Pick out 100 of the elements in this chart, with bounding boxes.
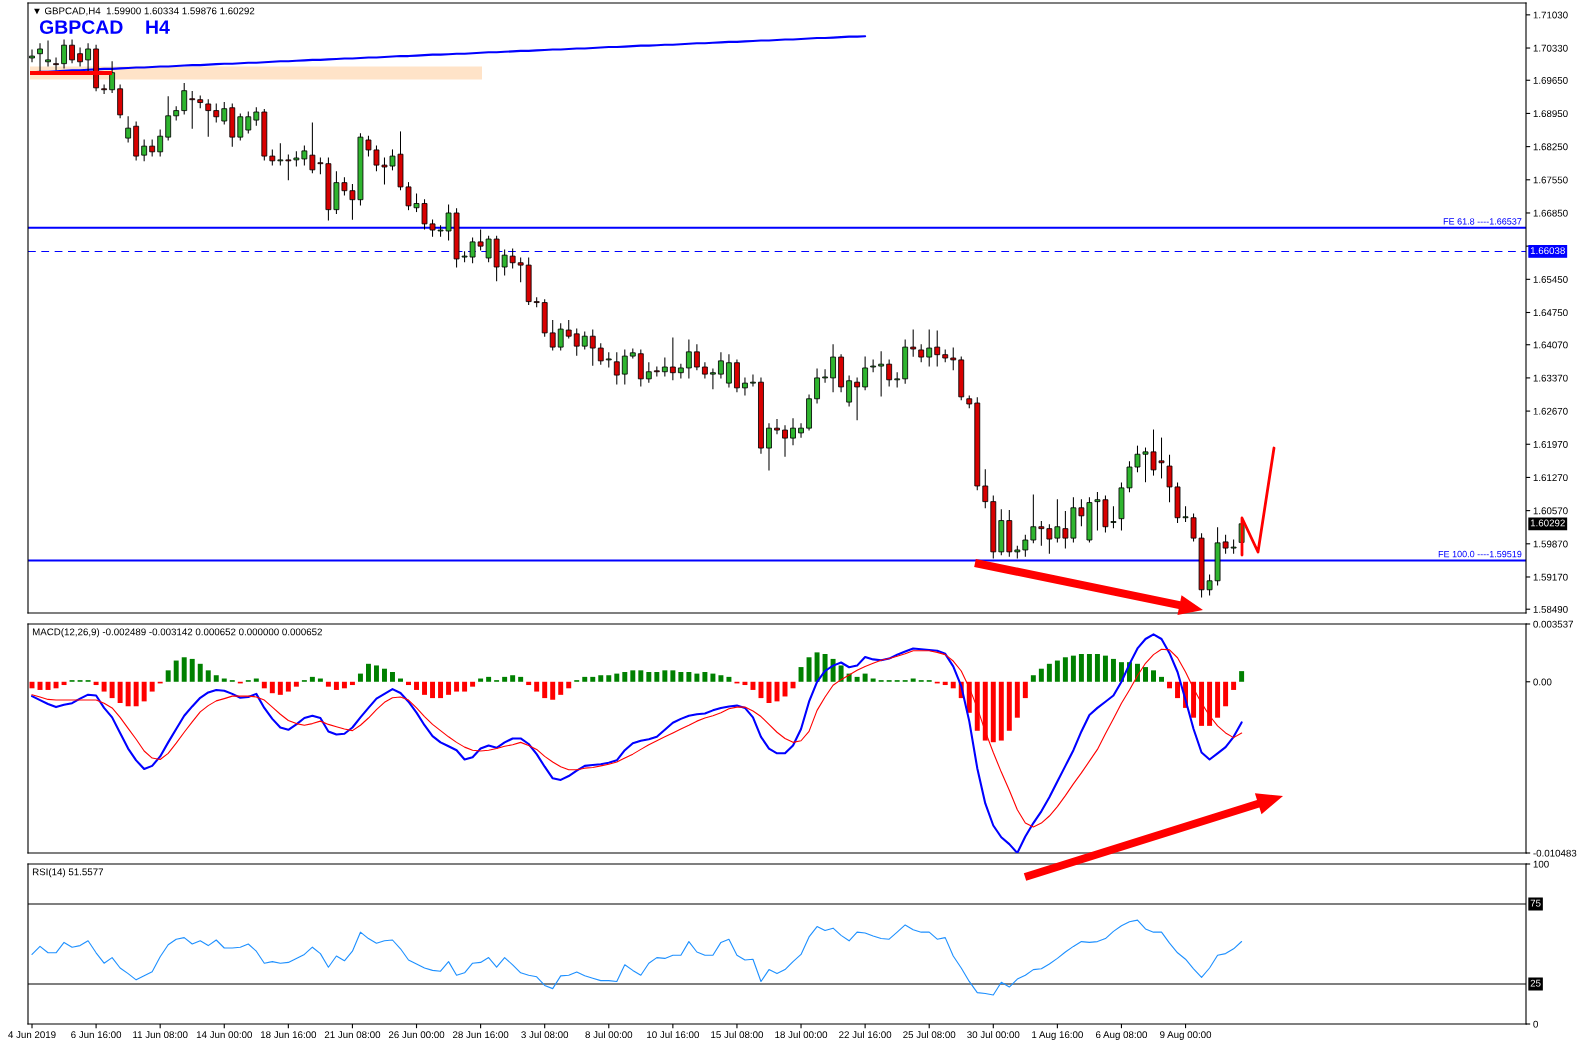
y-tick-label: 1.58490 [1533, 605, 1568, 613]
x-tick-label: 15 Jul 08:00 [711, 1030, 764, 1039]
ref-line-label: 1.66038 [1530, 247, 1565, 255]
bar [702, 671, 708, 682]
bar [1159, 676, 1164, 682]
bar [1094, 654, 1100, 682]
candlestick [878, 351, 885, 397]
x-tick-label: 18 Jul 00:00 [775, 1030, 828, 1039]
bar [221, 678, 227, 682]
bar [1006, 681, 1012, 731]
bar [990, 681, 996, 743]
candlestick [790, 418, 796, 446]
y-tick-label: 0 [1533, 1020, 1538, 1028]
candlestick [726, 354, 732, 388]
bar [1231, 681, 1237, 690]
candlestick [77, 47, 83, 67]
candlestick [661, 357, 668, 377]
bar [582, 676, 588, 682]
bar [670, 670, 676, 682]
candlestick [277, 143, 284, 166]
bar [910, 678, 916, 682]
bar [141, 681, 147, 702]
y-tick-label: 1.66850 [1533, 209, 1568, 217]
bar [1207, 681, 1213, 726]
bar [333, 681, 339, 690]
ref-line-label: FE 100.0 ----1.59519 [1438, 550, 1522, 558]
candlestick [653, 366, 660, 377]
y-tick-label: 1.68950 [1533, 110, 1568, 118]
candlestick [245, 111, 252, 134]
x-tick-label: 21 Jun 08:00 [324, 1031, 381, 1039]
bar [662, 670, 668, 682]
bar [341, 681, 347, 689]
bar [149, 681, 155, 692]
bar [998, 681, 1004, 741]
bar [349, 681, 355, 686]
bar [1054, 660, 1060, 682]
bar [125, 681, 131, 707]
bar [1199, 681, 1205, 726]
bar [213, 675, 219, 682]
bar [638, 670, 644, 682]
bar [646, 671, 652, 682]
bar [414, 681, 419, 690]
y-tick-label: 1.62670 [1533, 407, 1568, 415]
bar [510, 675, 516, 682]
bar [253, 678, 259, 682]
bar [942, 681, 948, 686]
candlestick [509, 248, 516, 269]
bar [45, 681, 51, 690]
candlestick [589, 329, 596, 366]
candlestick [870, 359, 877, 373]
candlestick [205, 99, 212, 137]
candlestick [910, 329, 917, 357]
bar [750, 681, 756, 690]
candlestick [109, 61, 116, 94]
bar [686, 671, 692, 682]
bar [1102, 655, 1108, 682]
x-tick-label: 8 Jul 00:00 [585, 1030, 633, 1039]
bar [61, 681, 67, 686]
bar [357, 673, 363, 682]
candlestick [141, 139, 148, 162]
bar [406, 681, 411, 686]
candlestick [982, 469, 989, 509]
candlestick [693, 344, 700, 371]
bar [614, 673, 620, 682]
candlestick [822, 369, 828, 383]
bar [622, 671, 628, 682]
candlestick [69, 39, 75, 64]
bar [1239, 671, 1245, 682]
x-tick-label: 18 Jun 16:00 [260, 1031, 317, 1039]
candlestick [894, 372, 901, 388]
candlestick [501, 249, 508, 276]
bar [566, 681, 572, 689]
bar [950, 681, 956, 689]
candlestick [846, 375, 852, 407]
bar [1167, 681, 1173, 689]
bar [558, 681, 564, 695]
bar [1078, 654, 1084, 682]
bar [189, 658, 195, 682]
candlestick [934, 330, 941, 367]
x-tick-label: 30 Jul 00:00 [967, 1030, 1020, 1039]
bar [654, 671, 660, 682]
y-tick-label: 1.59170 [1533, 573, 1568, 581]
y-tick-label: 1.67550 [1533, 176, 1568, 184]
bar [550, 681, 556, 700]
bar [277, 681, 283, 695]
y-tick-label: 1.69650 [1533, 76, 1568, 84]
candlestick [1046, 524, 1053, 554]
candlestick [157, 129, 164, 157]
bar [1223, 681, 1229, 707]
candlestick [213, 103, 220, 123]
bar [173, 660, 179, 682]
bar [870, 678, 876, 682]
y-tick-label: 1.64750 [1533, 309, 1568, 317]
candlestick [53, 57, 59, 71]
bar [430, 681, 436, 699]
candlestick [926, 329, 933, 367]
bar [1038, 668, 1044, 682]
bar [293, 681, 299, 687]
x-tick-label: 4 Jun 2019 [8, 1031, 56, 1039]
bar [542, 681, 548, 699]
